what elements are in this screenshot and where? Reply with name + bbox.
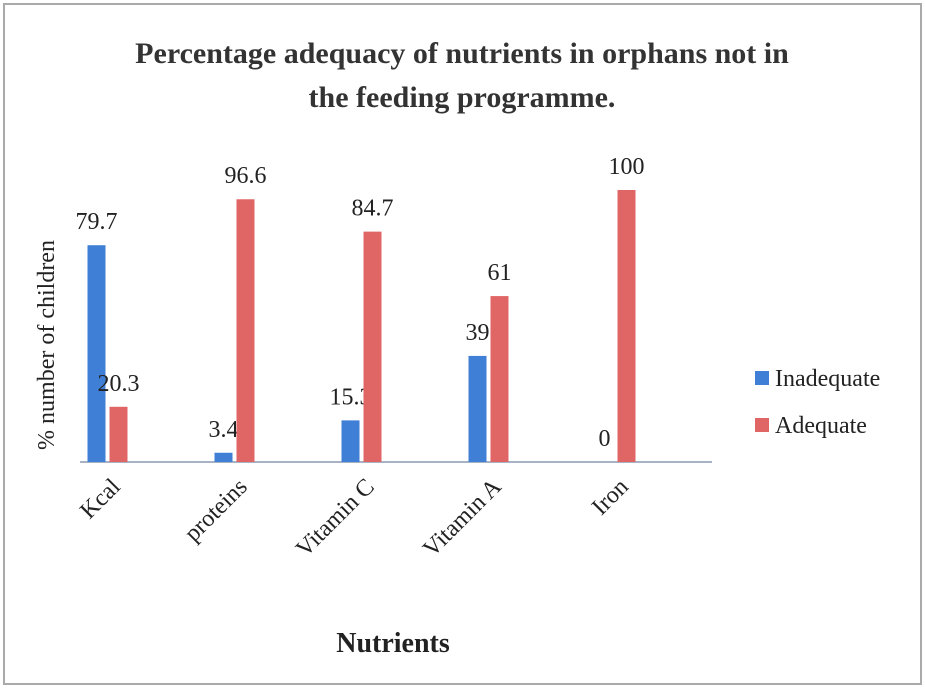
bar [490,296,509,462]
data-label: 96.6 [225,163,267,189]
bar [214,452,233,462]
chart-title: Percentage adequacy of nutrients in orph… [135,37,789,114]
data-label: 84.7 [352,196,394,222]
legend-swatch [755,371,769,385]
data-label: 100 [609,154,645,180]
bar [617,190,636,462]
bar [363,231,382,462]
legend-swatch [755,418,769,432]
data-label: 3.4 [209,417,239,443]
data-label: 0 [599,426,611,452]
bar [236,199,255,463]
bar [341,420,360,462]
data-label: 61 [488,260,512,286]
y-axis-label: % number of children [34,240,60,450]
bar [87,245,106,462]
x-axis-label: Nutrients [336,628,450,659]
bar [468,355,487,462]
data-label: 20.3 [98,371,140,397]
frame [3,3,922,685]
legend-label: Adequate [775,413,867,439]
data-label: 39 [466,320,490,346]
bar [109,406,128,462]
data-label: 79.7 [76,209,118,235]
legend-label: Inadequate [775,366,880,392]
